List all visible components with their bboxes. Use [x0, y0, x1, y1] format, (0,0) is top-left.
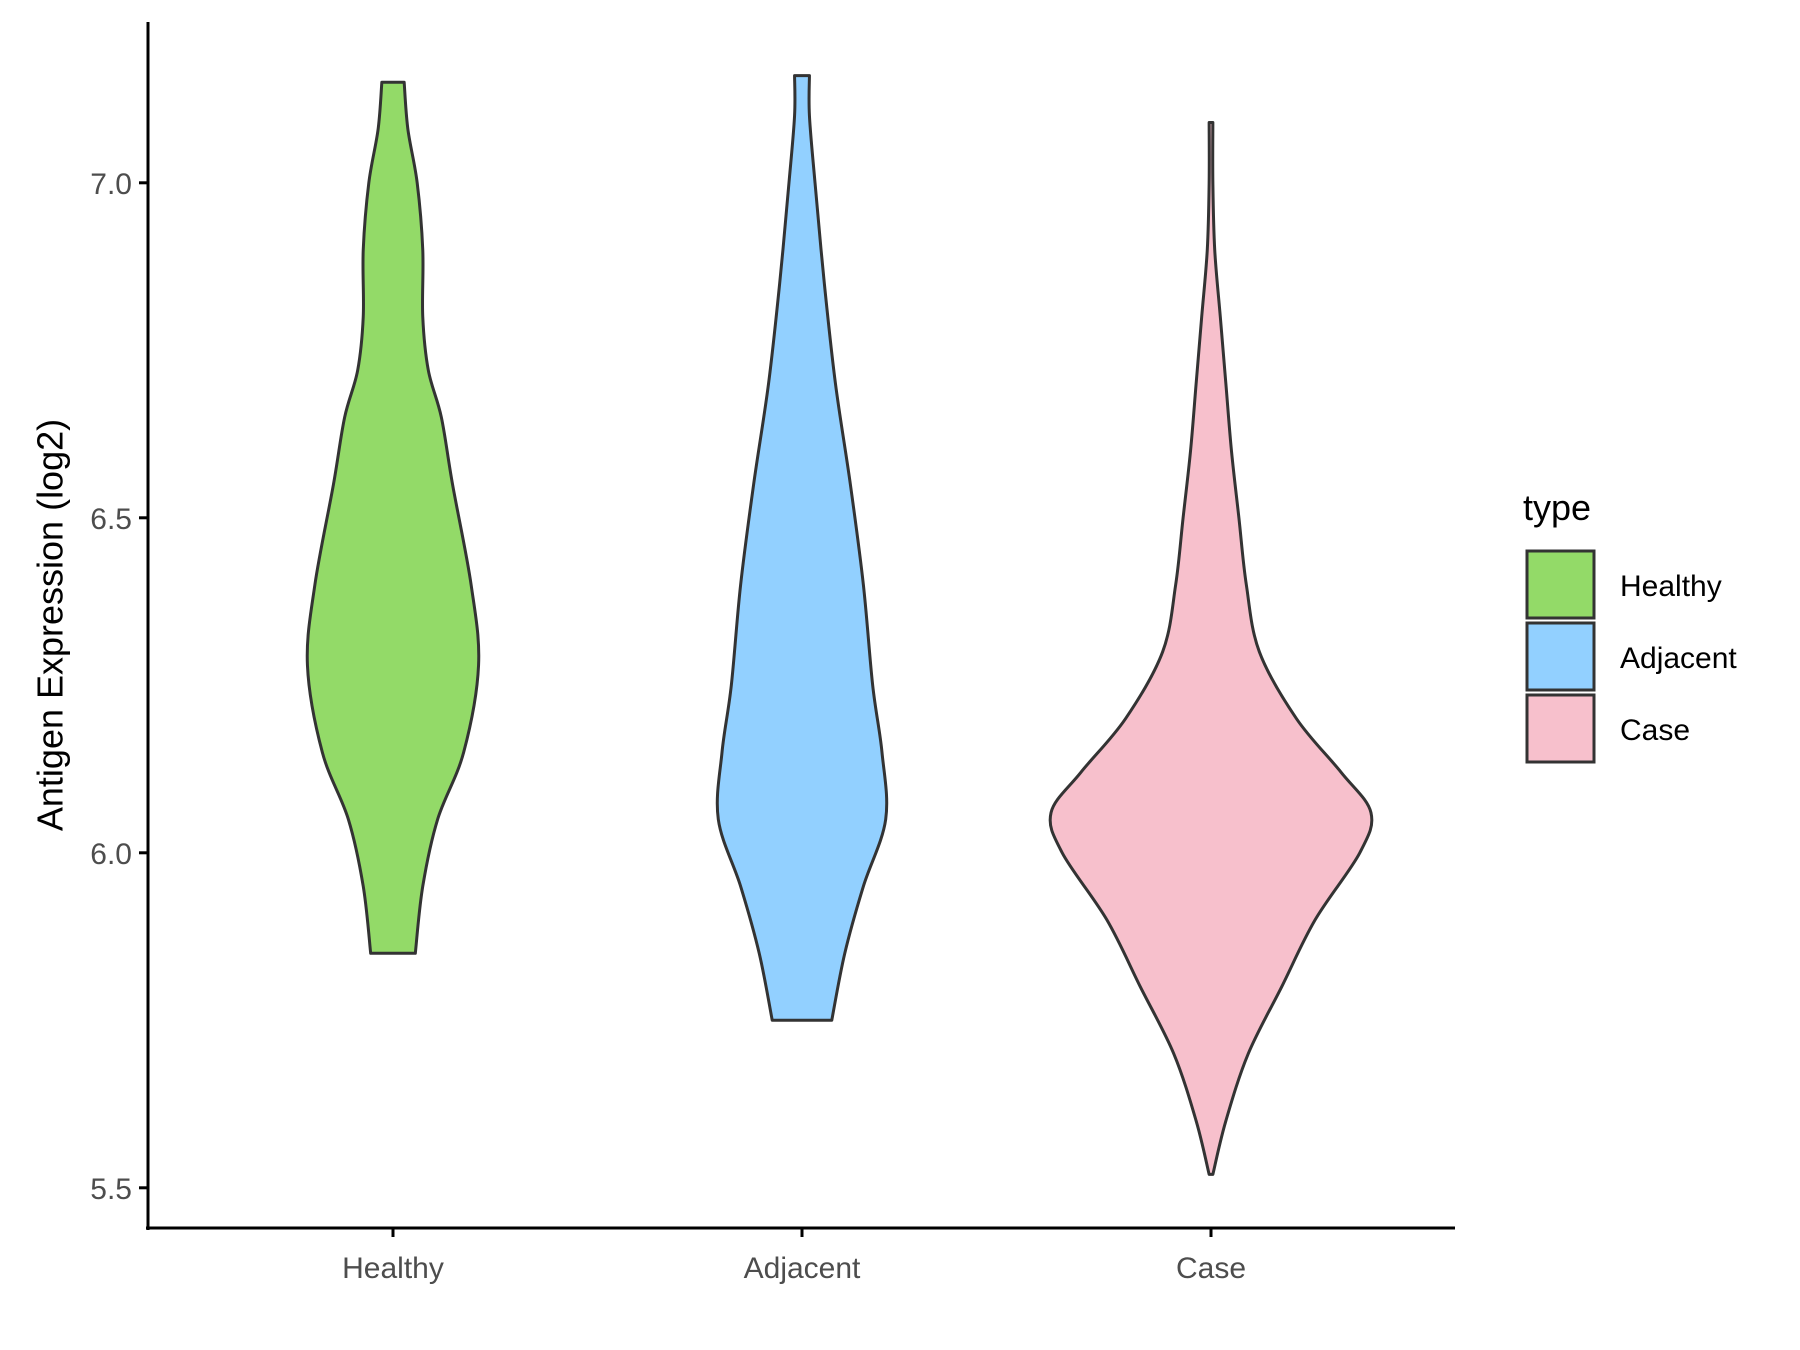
- y-axis-title: Antigen Expression (log2): [30, 419, 71, 831]
- x-tick-label: Adjacent: [744, 1252, 861, 1285]
- violins-group: [305, 74, 1374, 1176]
- y-tick-label: 5.5: [90, 1173, 132, 1206]
- y-ticks-group: 5.5 6.0 6.5 7.0: [90, 168, 148, 1206]
- violin-healthy: [305, 80, 481, 955]
- legend-swatch-adjacent: [1525, 621, 1596, 692]
- violin-adjacent: [715, 74, 889, 1022]
- legend-label-healthy: Healthy: [1620, 570, 1722, 603]
- y-tick-label: 7.0: [90, 168, 132, 201]
- legend-label-case: Case: [1620, 714, 1690, 747]
- legend-swatch-healthy: [1525, 549, 1596, 620]
- x-tick-label: Healthy: [342, 1252, 444, 1285]
- x-ticks-group: Healthy Adjacent Case: [342, 1228, 1246, 1285]
- legend: type Healthy Adjacent Case: [1523, 487, 1737, 764]
- x-tick-label: Case: [1176, 1252, 1246, 1285]
- violin-case: [1048, 121, 1374, 1176]
- y-tick-label: 6.0: [90, 838, 132, 871]
- legend-label-adjacent: Adjacent: [1620, 642, 1737, 675]
- legend-swatch-case: [1525, 693, 1596, 764]
- y-tick-label: 6.5: [90, 503, 132, 536]
- legend-title: type: [1523, 487, 1591, 528]
